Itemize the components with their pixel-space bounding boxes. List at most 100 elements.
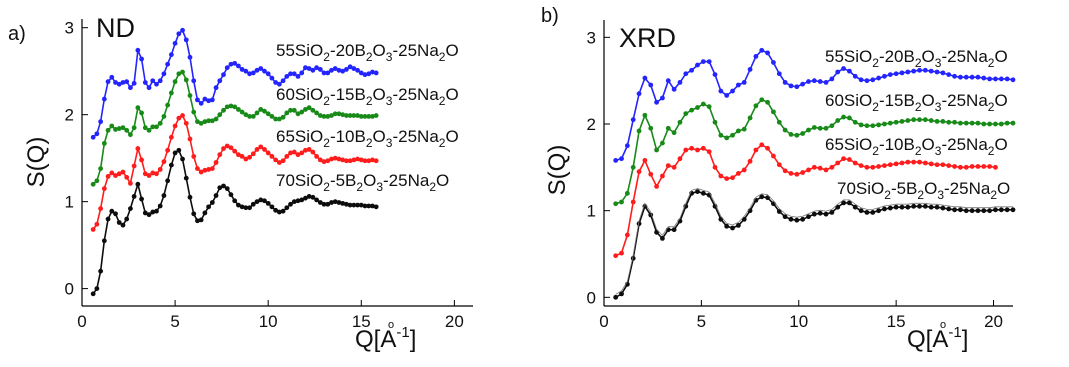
label-text: O (373, 85, 386, 104)
data-point (917, 159, 922, 165)
data-point (299, 109, 305, 115)
data-point (946, 206, 952, 212)
data-point (343, 113, 349, 118)
data-point (735, 128, 741, 134)
data-point (139, 110, 144, 116)
data-point (116, 220, 122, 225)
data-point (236, 152, 241, 158)
data-point (306, 66, 312, 71)
data-point (321, 201, 327, 207)
data-point (217, 152, 223, 158)
data-point (794, 217, 800, 223)
data-point (358, 114, 364, 119)
label-subscript: 2 (429, 180, 436, 194)
data-point (823, 80, 829, 85)
data-point (619, 156, 624, 162)
angstrom-ring: o (388, 319, 394, 331)
data-point (934, 204, 940, 210)
data-point (928, 68, 934, 74)
data-point (116, 171, 122, 177)
data-point (221, 183, 226, 189)
data-point (314, 110, 319, 116)
panel-letter: b) (541, 5, 559, 27)
data-point (236, 107, 241, 112)
data-point (228, 145, 234, 151)
data-point (1010, 207, 1016, 213)
data-point (987, 208, 993, 214)
data-point (940, 205, 946, 211)
data-point (648, 171, 654, 177)
data-point (362, 114, 368, 119)
x-tick-label: 0 (599, 312, 608, 331)
data-point (876, 208, 882, 214)
data-point (362, 72, 368, 78)
data-point (753, 147, 759, 153)
data-point (180, 69, 185, 75)
label-text: -25Na (941, 47, 988, 66)
data-point (247, 154, 252, 160)
data-point (934, 162, 940, 168)
label-text: -25Na (392, 85, 439, 104)
label-text: -15B (330, 85, 366, 104)
data-point (150, 124, 156, 130)
data-point (157, 120, 163, 126)
label-subscript: 2 (915, 144, 922, 158)
data-point (700, 190, 706, 196)
data-point (759, 194, 765, 200)
data-point (168, 134, 174, 140)
data-point (636, 221, 642, 227)
data-point (771, 60, 776, 65)
data-point (800, 131, 806, 136)
label-text: O (445, 85, 458, 104)
data-point (817, 79, 823, 84)
data-point (131, 163, 137, 169)
data-point (993, 207, 998, 213)
data-point (202, 210, 208, 216)
label-text: -10B (879, 135, 915, 154)
data-point (806, 79, 811, 84)
data-point (835, 69, 841, 75)
data-point (183, 37, 189, 43)
data-point (671, 164, 677, 170)
data-point (823, 125, 829, 131)
data-point (258, 197, 264, 203)
data-point (198, 120, 204, 126)
data-point (864, 78, 870, 84)
data-point (993, 164, 998, 170)
data-point (952, 119, 957, 125)
data-point (94, 221, 100, 227)
data-point (730, 88, 735, 94)
data-point (303, 65, 308, 71)
data-point (870, 77, 876, 83)
label-text: O (994, 135, 1007, 154)
data-point (882, 163, 887, 169)
label-subscript: 2 (872, 144, 879, 158)
data-point (321, 70, 327, 76)
data-point (858, 163, 864, 169)
data-point (280, 208, 286, 214)
data-point (887, 205, 893, 211)
data-point (157, 203, 163, 209)
data-point (735, 82, 741, 88)
x-tick-label: 0 (77, 312, 86, 331)
panel-title: XRD (619, 23, 676, 53)
data-point (317, 200, 323, 205)
data-point (987, 164, 993, 169)
data-point (882, 121, 887, 127)
label-subscript: 2 (884, 188, 891, 202)
data-point (911, 68, 917, 74)
x-tick-label: 20 (445, 312, 464, 331)
data-point (198, 100, 204, 106)
data-point (113, 80, 118, 85)
data-point (135, 105, 141, 111)
data-point (660, 140, 665, 146)
y-tick-label: 1 (587, 202, 596, 221)
data-point (116, 81, 122, 87)
data-point (336, 156, 342, 162)
label-text: 55SiO (825, 47, 872, 66)
label-subscript: 3 (386, 94, 393, 108)
data-point (191, 78, 197, 84)
data-point (998, 207, 1004, 213)
data-point (922, 67, 928, 73)
data-point (236, 202, 241, 208)
